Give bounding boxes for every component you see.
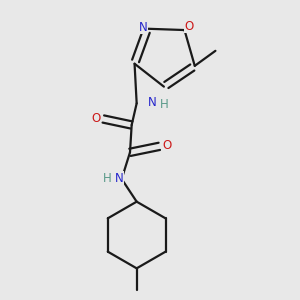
Text: H: H: [160, 98, 168, 111]
Text: N: N: [148, 96, 157, 109]
Text: N: N: [115, 172, 123, 185]
Text: H: H: [103, 172, 112, 185]
Text: O: O: [184, 20, 194, 32]
Text: O: O: [92, 112, 100, 125]
Text: O: O: [162, 139, 171, 152]
Text: N: N: [139, 21, 147, 34]
